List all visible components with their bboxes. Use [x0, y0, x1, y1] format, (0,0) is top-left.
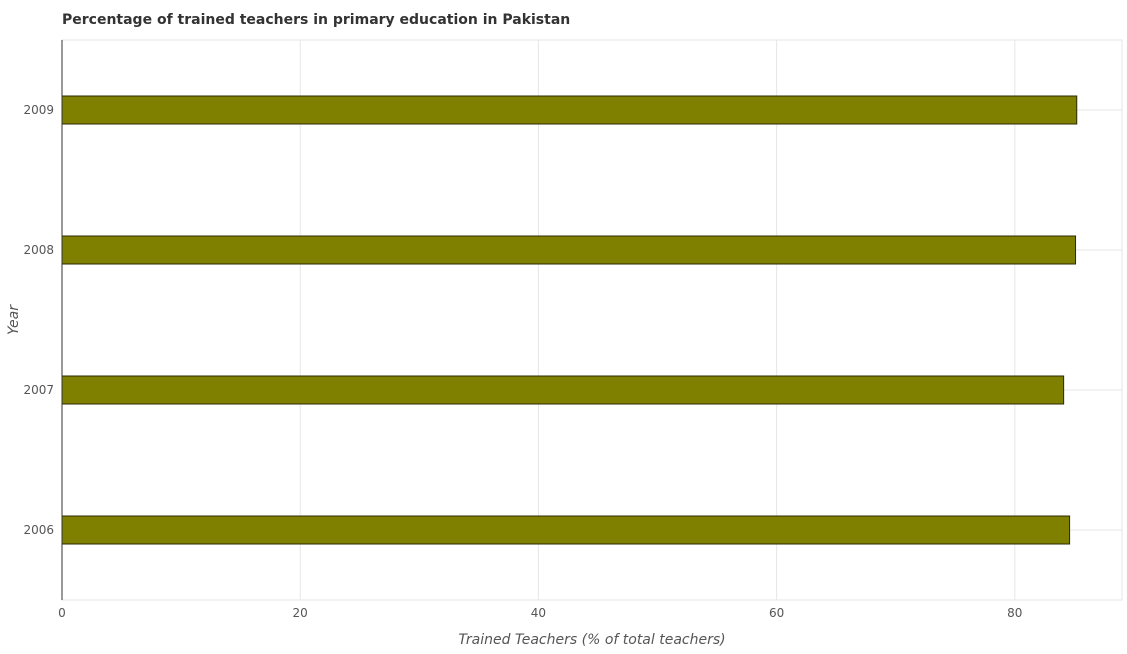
y-tick-label: 2009: [23, 103, 54, 117]
bar-2009: [61, 95, 1078, 125]
x-tick-label: 40: [531, 606, 546, 620]
bar-2008: [61, 235, 1077, 265]
y-tick-label: 2007: [23, 383, 54, 397]
chart-title: Percentage of trained teachers in primar…: [62, 12, 570, 28]
x-axis-label: Trained Teachers (% of total teachers): [458, 632, 725, 648]
x-tick-label: 60: [769, 606, 784, 620]
x-tick-label: 80: [1007, 606, 1022, 620]
bar-2006: [61, 515, 1071, 545]
axis-layer: 0 20 40 60 80 2006 2007 2008 2009: [23, 40, 1022, 620]
bars-layer: [61, 95, 1078, 545]
bar-2007: [61, 375, 1065, 405]
x-tick-label: 0: [58, 606, 66, 620]
x-tick-label: 20: [293, 606, 308, 620]
y-tick-label: 2008: [23, 243, 54, 257]
y-axis-label: Year: [6, 304, 22, 335]
y-tick-label: 2006: [23, 523, 54, 537]
